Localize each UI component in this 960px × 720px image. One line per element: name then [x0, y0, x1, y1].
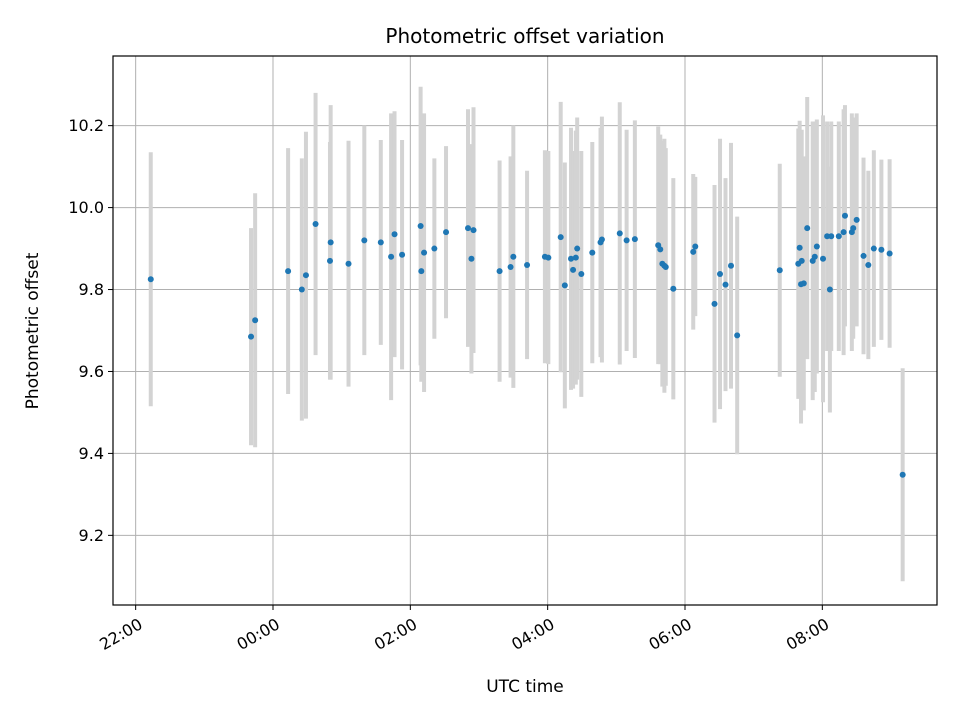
- data-point: [327, 258, 333, 264]
- data-point: [558, 234, 564, 240]
- chart: 22:00 00:00 02:00 04:00 06:00 08:009.29.49.69…: [0, 0, 960, 720]
- data-point: [465, 225, 471, 231]
- data-point: [820, 256, 826, 262]
- data-point: [801, 280, 807, 286]
- data-point: [828, 233, 834, 239]
- data-point: [378, 239, 384, 245]
- data-point: [399, 252, 405, 258]
- data-point: [887, 250, 893, 256]
- data-point: [900, 472, 906, 478]
- data-point: [573, 255, 579, 261]
- data-point: [510, 254, 516, 260]
- data-point: [599, 237, 605, 243]
- data-point: [841, 229, 847, 235]
- data-point: [814, 244, 820, 250]
- data-point: [617, 230, 623, 236]
- data-point: [303, 272, 309, 278]
- data-point: [712, 301, 718, 307]
- data-point: [313, 221, 319, 227]
- data-point: [418, 268, 424, 274]
- data-point: [443, 229, 449, 235]
- data-point: [799, 258, 805, 264]
- data-point: [148, 276, 154, 282]
- data-point: [361, 237, 367, 243]
- data-point: [545, 255, 551, 261]
- data-point: [717, 271, 723, 277]
- data-point: [657, 246, 663, 252]
- data-point: [418, 223, 424, 229]
- data-point: [468, 256, 474, 262]
- data-point: [299, 287, 305, 293]
- chart-title: Photometric offset variation: [385, 24, 664, 48]
- data-point: [797, 245, 803, 251]
- data-point: [508, 264, 514, 270]
- data-point: [728, 263, 734, 269]
- data-point: [836, 233, 842, 239]
- data-point: [690, 249, 696, 255]
- data-point: [570, 267, 576, 273]
- data-point: [346, 261, 352, 267]
- y-tick-label: 9.2: [79, 526, 104, 545]
- y-tick-label: 9.4: [79, 444, 104, 463]
- data-point: [734, 332, 740, 338]
- y-tick-label: 9.6: [79, 362, 104, 381]
- data-point: [670, 286, 676, 292]
- x-axis-label: UTC time: [486, 677, 564, 697]
- data-point: [878, 247, 884, 253]
- data-point: [865, 262, 871, 268]
- data-point: [663, 264, 669, 270]
- y-axis-label: Photometric offset: [23, 252, 43, 409]
- data-point: [328, 239, 334, 245]
- data-point: [827, 287, 833, 293]
- data-point: [471, 227, 477, 233]
- data-point: [392, 231, 398, 237]
- data-point: [871, 246, 877, 252]
- y-tick-label: 9.8: [79, 280, 104, 299]
- data-point: [589, 250, 595, 256]
- data-point: [804, 225, 810, 231]
- data-point: [431, 246, 437, 252]
- data-point: [562, 282, 568, 288]
- data-point: [388, 254, 394, 260]
- data-point: [692, 244, 698, 250]
- data-point: [777, 267, 783, 273]
- data-point: [421, 250, 427, 256]
- data-point: [861, 253, 867, 259]
- data-point: [850, 225, 856, 231]
- data-point: [632, 236, 638, 242]
- data-point: [854, 217, 860, 223]
- data-point: [578, 271, 584, 277]
- y-tick-label: 10.0: [68, 198, 104, 217]
- data-point: [842, 213, 848, 219]
- data-point: [574, 246, 580, 252]
- data-point: [248, 334, 254, 340]
- data-point: [524, 262, 530, 268]
- data-point: [252, 317, 258, 323]
- data-point: [624, 237, 630, 243]
- data-point: [497, 268, 503, 274]
- data-point: [285, 268, 291, 274]
- data-point: [723, 282, 729, 288]
- y-tick-label: 10.2: [68, 116, 104, 135]
- data-point: [812, 254, 818, 260]
